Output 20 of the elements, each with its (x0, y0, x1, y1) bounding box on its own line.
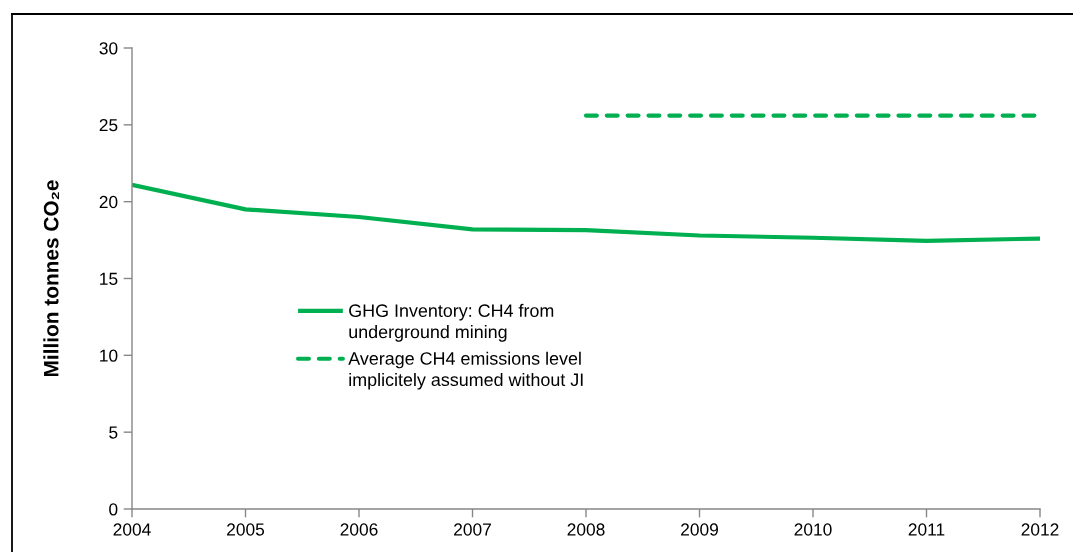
x-tick-label: 2010 (794, 523, 832, 536)
y-tick-label: 0 (109, 503, 118, 516)
x-tick-label: 2006 (340, 523, 378, 536)
x-tick-label: 2004 (113, 523, 151, 536)
legend-label: GHG Inventory: CH4 from underground mining (349, 303, 554, 342)
x-tick-label: 2007 (454, 523, 491, 536)
x-tick-label: 2012 (1021, 523, 1059, 536)
y-axis-title: Million tonnes CO₂e (43, 180, 60, 377)
y-tick-label: 10 (100, 349, 118, 362)
x-tick-label: 2009 (681, 523, 718, 536)
y-tick-label: 25 (99, 119, 118, 132)
x-tick-label: 2011 (908, 523, 945, 536)
y-tick-label: 30 (99, 42, 118, 55)
y-tick-label: 15 (100, 272, 118, 285)
y-tick-label: 5 (109, 426, 118, 439)
legend-label: Average CH4 emissions level implicitely assumed without JI (348, 351, 583, 390)
x-tick-label: 2005 (227, 523, 265, 536)
y-tick-label: 20 (99, 195, 118, 209)
x-tick-label: 2008 (567, 523, 605, 536)
line-series (132, 182, 1040, 243)
